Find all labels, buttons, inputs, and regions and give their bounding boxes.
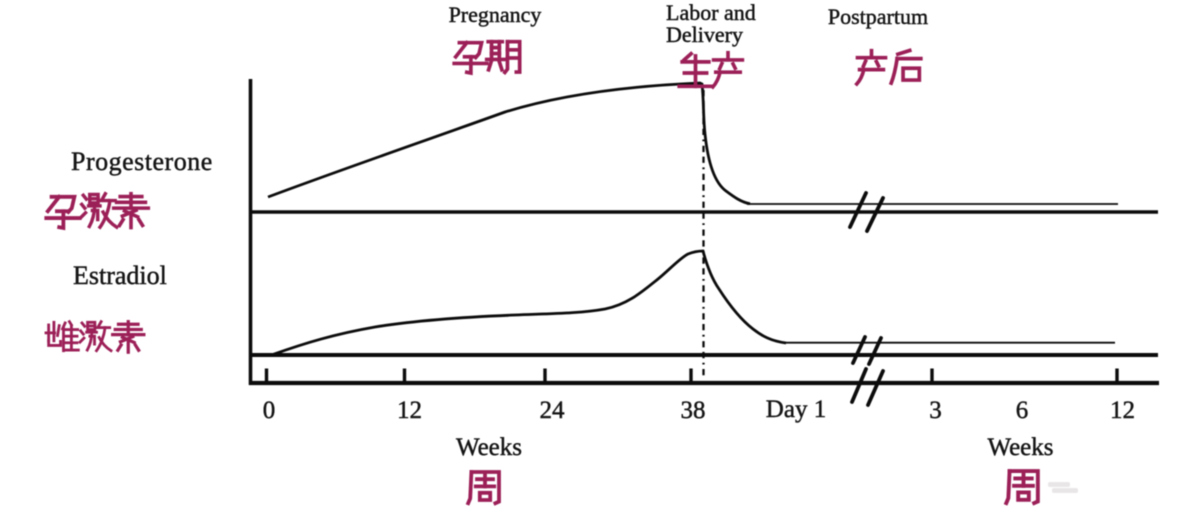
svg-text:Day 1: Day 1 — [766, 396, 826, 423]
svg-text:Estradiol: Estradiol — [73, 261, 167, 290]
svg-text:6: 6 — [1016, 397, 1029, 424]
svg-text:Delivery: Delivery — [666, 22, 743, 47]
svg-text:Weeks: Weeks — [987, 434, 1053, 461]
svg-text:12: 12 — [1110, 397, 1135, 424]
svg-text:Postpartum: Postpartum — [828, 4, 928, 29]
svg-text:12: 12 — [397, 397, 422, 424]
svg-text:24: 24 — [540, 397, 566, 424]
svg-text:38: 38 — [681, 397, 706, 424]
svg-text:Pregnancy: Pregnancy — [449, 2, 542, 27]
svg-text:Progesterone: Progesterone — [71, 147, 213, 176]
svg-text:3: 3 — [929, 397, 942, 424]
svg-text:0: 0 — [263, 397, 276, 424]
svg-text:Weeks: Weeks — [456, 434, 522, 461]
svg-text:Labor and: Labor and — [666, 0, 756, 25]
